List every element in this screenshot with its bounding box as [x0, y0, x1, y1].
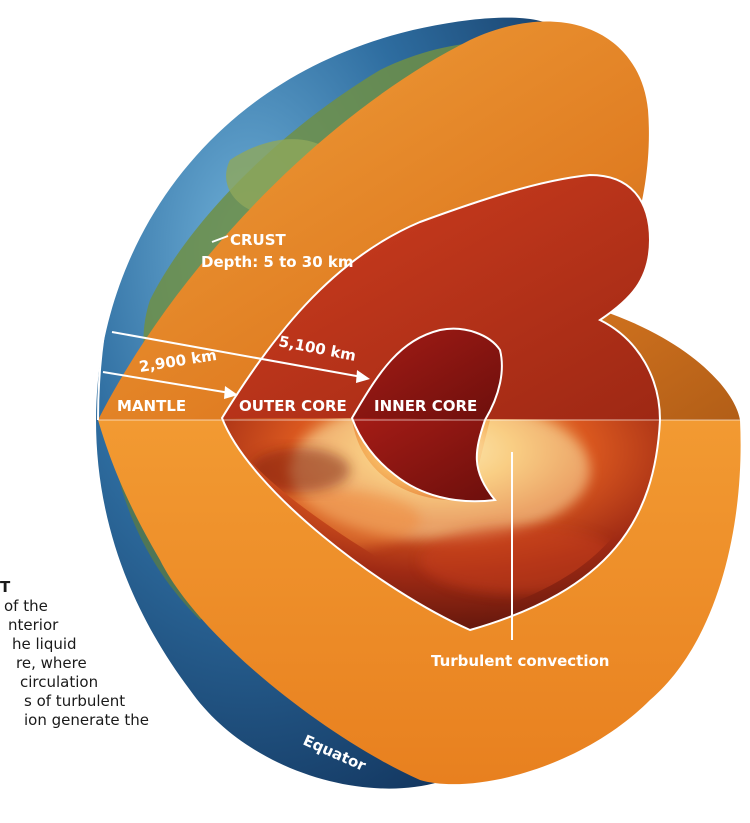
convection-label: Turbulent convection	[431, 652, 609, 670]
crust-boundary-line	[97, 11, 411, 421]
figure-caption: T of the nterior he liquid re, where cir…	[0, 578, 300, 730]
arrow-heads	[224, 370, 370, 399]
crust-label: CRUST	[230, 231, 287, 249]
caption-line: he liquid	[12, 635, 77, 653]
caption-line: s of turbulent	[24, 692, 126, 710]
caption-line: circulation	[20, 673, 99, 691]
arrow-head-mantle	[224, 386, 238, 399]
leader-lines	[102, 235, 513, 640]
caption-line: T	[0, 578, 11, 596]
arrow-to-mantle-boundary	[102, 371, 231, 394]
caption-line: ion generate the	[24, 711, 149, 729]
crust-depth-label: Depth: 5 to 30 km	[201, 253, 354, 271]
caption-line: re, where	[16, 654, 87, 672]
outer-core-boundary-line	[220, 173, 662, 632]
inner-core-label: INNER CORE	[374, 397, 477, 415]
arrow-head-inner	[356, 370, 370, 383]
inner-core-upper-face	[352, 328, 502, 420]
inner-core-lower-face	[352, 418, 495, 502]
outer-core-upper-face	[222, 175, 660, 420]
caption-line: nterior	[8, 616, 59, 634]
outer-core-label: OUTER CORE	[239, 397, 347, 415]
crust-leader-line	[211, 235, 229, 243]
arrow-to-inner-core	[111, 331, 363, 378]
layer-outlines	[97, 11, 740, 632]
caption-line: of the	[4, 597, 48, 615]
mantle-label: MANTLE	[117, 397, 186, 415]
